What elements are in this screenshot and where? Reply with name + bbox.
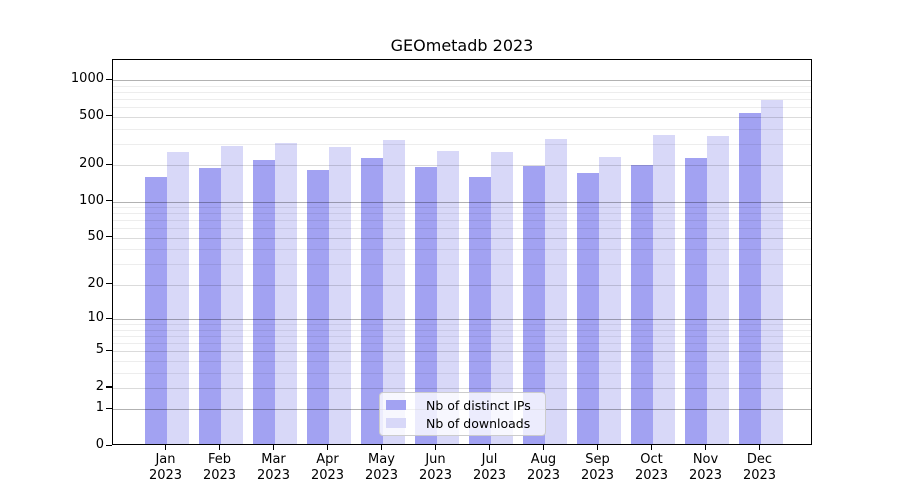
y-tick-label: 10	[87, 310, 104, 325]
x-tick-mark	[704, 445, 707, 450]
x-tick-label: Jan 2023	[148, 452, 183, 483]
gridline	[113, 165, 811, 167]
gridline	[113, 80, 811, 81]
x-tick-label: Nov 2023	[688, 452, 723, 483]
legend-label-distinct-ips: Nb of distinct IPs	[426, 397, 531, 413]
gridline	[113, 372, 811, 374]
gridline	[113, 107, 811, 109]
gridline	[113, 329, 811, 331]
bar	[414, 167, 437, 444]
x-tick-mark	[326, 445, 329, 450]
bar	[252, 160, 275, 444]
gridline	[113, 220, 811, 222]
y-tick-label: 20	[87, 275, 104, 291]
y-tick-label: 0	[95, 437, 104, 452]
legend-swatch-downloads-icon	[386, 418, 406, 428]
gridline	[113, 85, 811, 87]
bar	[760, 99, 783, 444]
bar	[220, 145, 243, 444]
x-tick-mark	[542, 445, 545, 450]
bar	[144, 177, 167, 444]
gridline	[113, 201, 811, 203]
bar	[306, 169, 329, 444]
legend: Nb of distinct IPs Nb of downloads	[379, 392, 546, 436]
x-tick-label: May 2023	[364, 452, 399, 483]
gridline	[113, 116, 811, 118]
legend-swatch-distinct-ips-icon	[386, 400, 406, 410]
bar	[274, 143, 297, 444]
gridline	[113, 319, 811, 320]
bar	[598, 157, 621, 444]
gridline	[113, 207, 811, 209]
x-tick-mark	[758, 445, 761, 450]
gridline	[113, 228, 811, 230]
x-tick-mark	[596, 445, 599, 450]
bar	[166, 151, 189, 444]
bar	[436, 151, 459, 444]
legend-label-downloads: Nb of downloads	[426, 415, 531, 431]
x-tick-label: Aug 2023	[526, 452, 561, 483]
x-tick-label: Feb 2023	[202, 452, 237, 483]
x-tick-label: Oct 2023	[634, 452, 669, 483]
bar	[652, 134, 675, 444]
bar	[490, 152, 513, 444]
bar	[630, 165, 653, 444]
gridline	[113, 324, 811, 325]
x-tick-mark	[380, 445, 383, 450]
bar	[360, 158, 383, 444]
gridline	[113, 98, 811, 100]
bar	[738, 113, 761, 444]
x-tick-mark	[164, 445, 167, 450]
x-tick-mark	[272, 445, 275, 450]
gridline	[113, 342, 811, 344]
y-tick-label: 50	[87, 228, 104, 244]
gridline	[113, 351, 811, 353]
x-tick-label: Dec 2023	[742, 452, 777, 483]
gridline	[113, 91, 811, 93]
bar	[684, 158, 707, 444]
bar	[706, 135, 729, 444]
y-tick-label: 5	[95, 342, 104, 358]
gridline	[113, 213, 811, 215]
x-tick-mark	[488, 445, 491, 450]
chart-title: GEOmetadb 2023	[390, 36, 534, 55]
y-tick-label: 200	[79, 156, 104, 172]
bar	[382, 140, 405, 444]
y-tick-label: 2	[95, 378, 104, 394]
gridline	[113, 143, 811, 145]
gridline	[113, 284, 811, 286]
y-tick-label: 500	[79, 107, 104, 123]
y-tick-label: 1000	[70, 71, 104, 86]
bar	[576, 173, 599, 444]
x-tick-label: Jul 2023	[472, 452, 507, 483]
gridline	[113, 264, 811, 266]
bar	[468, 177, 491, 444]
gridline	[113, 360, 811, 362]
gridline	[113, 335, 811, 337]
bar	[544, 139, 567, 444]
gridline	[113, 237, 811, 239]
y-tick-label: 1	[95, 400, 104, 416]
bar	[328, 146, 351, 444]
x-tick-label: Mar 2023	[256, 452, 291, 483]
x-tick-label: Sep 2023	[580, 452, 615, 483]
legend-item-downloads: Nb of downloads	[386, 414, 539, 432]
gridline	[113, 249, 811, 251]
legend-item-distinct-ips: Nb of distinct IPs	[386, 396, 539, 414]
x-tick-mark	[434, 445, 437, 450]
x-tick-label: Jun 2023	[418, 452, 453, 483]
plot-area	[112, 59, 812, 445]
gridline	[113, 387, 811, 389]
x-tick-label: Apr 2023	[310, 452, 345, 483]
x-tick-mark	[218, 445, 221, 450]
bar	[522, 166, 545, 444]
gridline	[113, 128, 811, 130]
y-tick-label: 100	[79, 192, 104, 208]
bar	[198, 167, 221, 444]
x-tick-mark	[650, 445, 653, 450]
